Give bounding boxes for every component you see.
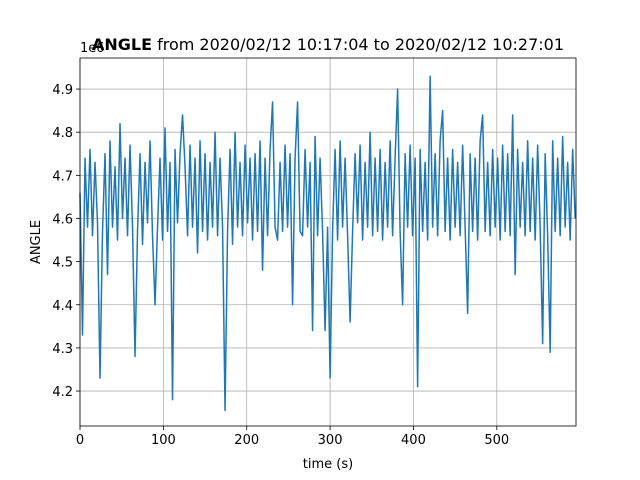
y-tick-label: 4.5 <box>52 256 73 271</box>
y-tick-label: 4.9 <box>52 83 73 98</box>
x-tick-label: 0 <box>76 433 84 448</box>
y-tick-label: 4.6 <box>52 212 73 227</box>
x-tick-label: 100 <box>151 433 176 448</box>
y-tick-label: 4.8 <box>52 126 73 141</box>
y-axis-label: ANGLE <box>29 220 44 264</box>
offset-text: 1e6 <box>80 41 105 56</box>
plot-frame <box>79 57 577 427</box>
x-axis-label: time (s) <box>303 457 353 472</box>
x-tick-label: 300 <box>318 433 343 448</box>
y-tick-label: 4.3 <box>52 342 73 357</box>
y-tick-label: 4.2 <box>52 385 73 400</box>
x-tick-label: 400 <box>401 433 426 448</box>
y-tick-label: 4.7 <box>52 169 73 184</box>
title-bold: ANGLE <box>92 35 152 54</box>
title-rest: from 2020/02/12 10:17:04 to 2020/02/12 1… <box>157 35 564 54</box>
y-tick-label: 4.4 <box>52 299 73 314</box>
chart-title: ANGLE from 2020/02/12 10:17:04 to 2020/0… <box>92 35 564 54</box>
x-tick-label: 500 <box>484 433 509 448</box>
x-tick-label: 200 <box>234 433 259 448</box>
data-line <box>79 75 576 412</box>
